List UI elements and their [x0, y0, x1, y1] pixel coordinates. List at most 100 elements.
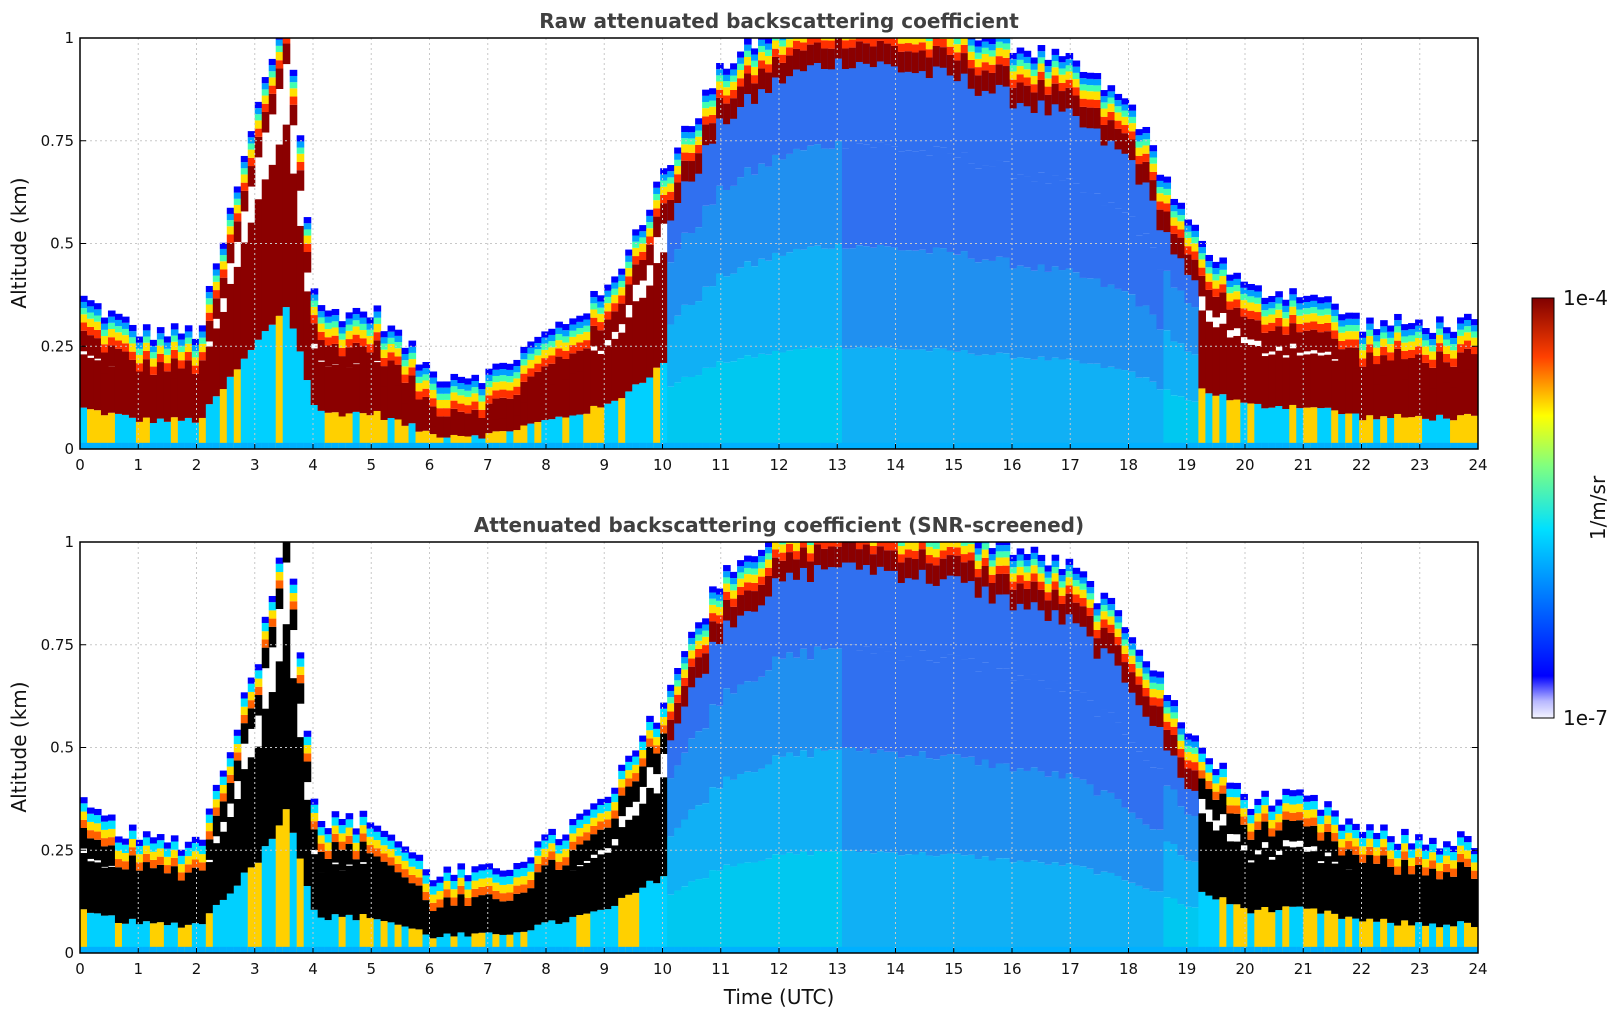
- heatmap-cell: [1366, 329, 1374, 337]
- heatmap-column: [1212, 769, 1220, 953]
- heatmap-cell: [492, 946, 500, 953]
- heatmap-cell: [128, 847, 137, 856]
- heatmap-cell: [1366, 846, 1374, 856]
- heatmap-column: [995, 542, 1004, 953]
- heatmap-cell: [848, 47, 857, 148]
- heatmap-cell: [625, 255, 633, 262]
- heatmap-cell: [1184, 752, 1193, 761]
- heatmap-cell: [639, 260, 647, 281]
- heatmap-cell: [1317, 315, 1325, 324]
- heatmap-cell: [1261, 790, 1269, 797]
- heatmap-column: [261, 77, 270, 449]
- heatmap-cell: [1191, 251, 1199, 260]
- heatmap-cell: [1275, 326, 1283, 347]
- heatmap-column: [401, 846, 410, 953]
- heatmap-cell: [1338, 918, 1346, 953]
- heatmap-cell: [1233, 946, 1241, 953]
- heatmap-column: [86, 300, 95, 449]
- heatmap-cell: [569, 819, 577, 826]
- heatmap-cell: [1135, 676, 1144, 685]
- heatmap-cell: [415, 376, 424, 384]
- heatmap-cell: [1156, 187, 1165, 194]
- heatmap-cell: [1037, 581, 1046, 590]
- heatmap-cell: [653, 737, 661, 746]
- heatmap-cell: [1037, 573, 1046, 582]
- heatmap-cell: [422, 430, 431, 449]
- x-tick-label: 22: [1352, 456, 1371, 474]
- heatmap-cell: [1156, 180, 1165, 188]
- heatmap-cell: [1065, 564, 1074, 572]
- heatmap-cell: [695, 130, 703, 137]
- heatmap-cell: [939, 558, 948, 580]
- heatmap-cell: [583, 815, 591, 824]
- heatmap-cell: [1086, 363, 1095, 449]
- heatmap-cell: [254, 101, 263, 109]
- heatmap-cell: [513, 885, 521, 894]
- heatmap-cell: [925, 49, 934, 58]
- heatmap-column: [1352, 312, 1360, 449]
- heatmap-cell: [387, 946, 396, 953]
- heatmap-cell: [576, 819, 584, 829]
- heatmap-cell: [373, 410, 382, 449]
- heatmap-cell: [436, 399, 445, 409]
- heatmap-cell: [1352, 830, 1360, 839]
- heatmap-cell: [772, 542, 780, 550]
- heatmap-cell: [310, 798, 319, 805]
- heatmap-column: [688, 631, 696, 953]
- heatmap-cell: [751, 174, 759, 267]
- heatmap-cell: [247, 867, 256, 953]
- heatmap-cell: [366, 822, 375, 829]
- heatmap-column: [380, 830, 389, 953]
- heatmap-cell: [1268, 819, 1276, 829]
- heatmap-column: [394, 841, 403, 953]
- heatmap-cell: [1163, 182, 1172, 189]
- heatmap-cell: [981, 566, 990, 587]
- heatmap-cell: [1450, 868, 1458, 877]
- heatmap-cell: [639, 297, 647, 383]
- heatmap-cell: [799, 648, 808, 751]
- heatmap-cell: [960, 542, 969, 546]
- heatmap-cell: [632, 750, 640, 757]
- heatmap-cell: [939, 39, 948, 48]
- heatmap-cell: [751, 591, 759, 612]
- heatmap-cell: [1415, 834, 1423, 841]
- heatmap-cell: [1275, 291, 1283, 298]
- heatmap-cell: [1128, 637, 1137, 644]
- heatmap-cell: [967, 854, 976, 953]
- heatmap-cell: [1121, 880, 1130, 953]
- heatmap-cell: [1114, 93, 1123, 101]
- heatmap-cell: [1093, 629, 1102, 639]
- heatmap-cell: [1436, 322, 1444, 329]
- heatmap-cell: [730, 273, 738, 362]
- heatmap-cell: [520, 884, 528, 893]
- heatmap-cell: [1142, 145, 1151, 154]
- heatmap-cell: [820, 48, 829, 69]
- heatmap-cell: [667, 690, 675, 698]
- heatmap-cell: [1030, 359, 1039, 449]
- heatmap-cell: [541, 349, 549, 359]
- heatmap-cell: [1037, 680, 1046, 772]
- heatmap-cell: [1380, 855, 1388, 876]
- heatmap-cell: [772, 40, 780, 49]
- heatmap-cell: [471, 897, 480, 918]
- heatmap-cell: [1310, 851, 1318, 909]
- heatmap-cell: [114, 326, 123, 333]
- heatmap-column: [289, 578, 298, 953]
- heatmap-column: [1184, 733, 1193, 953]
- heatmap-cell: [681, 442, 689, 449]
- heatmap-cell: [1051, 554, 1060, 561]
- heatmap-cell: [611, 845, 619, 906]
- heatmap-cell: [1317, 332, 1325, 353]
- heatmap-cell: [429, 886, 438, 895]
- heatmap-cell: [478, 395, 487, 402]
- heatmap-cell: [366, 317, 375, 324]
- heatmap-cell: [80, 827, 88, 849]
- heatmap-cell: [415, 929, 424, 953]
- heatmap-cell: [890, 946, 899, 953]
- heatmap-column: [170, 323, 179, 449]
- heatmap-cell: [890, 247, 899, 349]
- heatmap-cell: [240, 692, 249, 699]
- heatmap-cell: [275, 52, 284, 61]
- heatmap-cell: [247, 691, 256, 701]
- heatmap-cell: [212, 807, 221, 816]
